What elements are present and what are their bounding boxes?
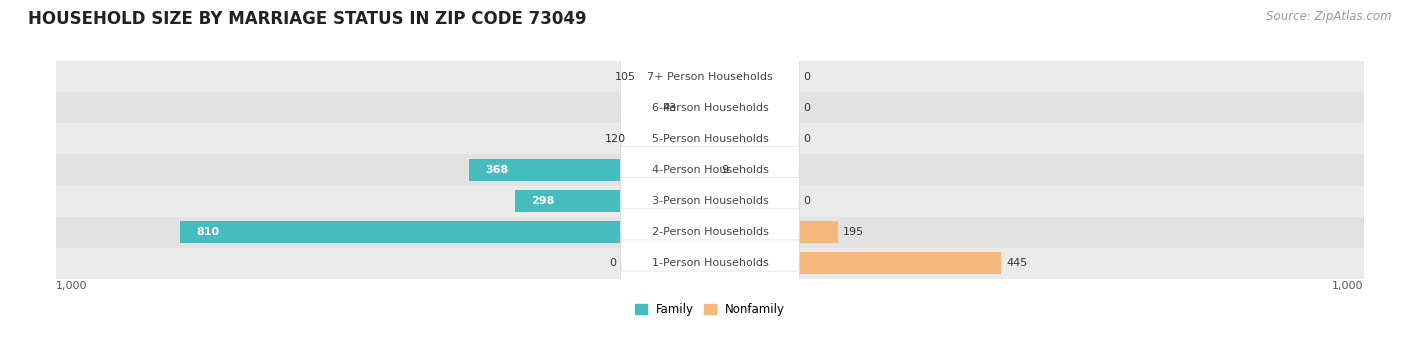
Text: 1,000: 1,000 — [1333, 280, 1364, 291]
Bar — [56, 61, 1364, 92]
Bar — [682, 97, 710, 119]
Bar — [56, 248, 1364, 279]
Bar — [56, 217, 1364, 248]
FancyBboxPatch shape — [620, 131, 800, 271]
Text: 0: 0 — [610, 258, 617, 268]
FancyBboxPatch shape — [620, 193, 800, 333]
Bar — [56, 186, 1364, 217]
FancyBboxPatch shape — [620, 162, 800, 302]
Bar — [515, 190, 710, 212]
Text: 5-Person Households: 5-Person Households — [651, 134, 769, 144]
Text: 120: 120 — [605, 134, 626, 144]
FancyBboxPatch shape — [620, 7, 800, 147]
Bar — [710, 159, 716, 181]
Text: 2-Person Households: 2-Person Households — [651, 227, 769, 237]
Text: 43: 43 — [662, 103, 676, 113]
Text: 368: 368 — [486, 165, 509, 175]
Text: HOUSEHOLD SIZE BY MARRIAGE STATUS IN ZIP CODE 73049: HOUSEHOLD SIZE BY MARRIAGE STATUS IN ZIP… — [28, 10, 586, 28]
Text: 4-Person Households: 4-Person Households — [651, 165, 769, 175]
Bar — [180, 221, 710, 243]
Text: 0: 0 — [803, 134, 810, 144]
Text: 105: 105 — [616, 72, 636, 82]
Text: 298: 298 — [531, 196, 555, 206]
Text: Source: ZipAtlas.com: Source: ZipAtlas.com — [1267, 10, 1392, 23]
Text: 445: 445 — [1007, 258, 1028, 268]
Bar — [710, 221, 838, 243]
Text: 0: 0 — [803, 72, 810, 82]
Legend: Family, Nonfamily: Family, Nonfamily — [630, 298, 790, 321]
FancyBboxPatch shape — [620, 100, 800, 240]
Bar — [641, 66, 710, 88]
Text: 0: 0 — [803, 103, 810, 113]
Text: 9: 9 — [721, 165, 728, 175]
Text: 0: 0 — [803, 196, 810, 206]
Bar — [56, 154, 1364, 186]
Bar — [56, 92, 1364, 123]
Bar — [470, 159, 710, 181]
Text: 6-Person Households: 6-Person Households — [651, 103, 769, 113]
Text: 1,000: 1,000 — [56, 280, 87, 291]
Bar — [56, 123, 1364, 154]
Text: 7+ Person Households: 7+ Person Households — [647, 72, 773, 82]
FancyBboxPatch shape — [620, 38, 800, 178]
FancyBboxPatch shape — [620, 69, 800, 209]
Text: 810: 810 — [197, 227, 219, 237]
Bar — [631, 128, 710, 150]
Text: 195: 195 — [842, 227, 863, 237]
Text: 1-Person Households: 1-Person Households — [651, 258, 769, 268]
Text: 3-Person Households: 3-Person Households — [651, 196, 769, 206]
Bar — [710, 252, 1001, 274]
